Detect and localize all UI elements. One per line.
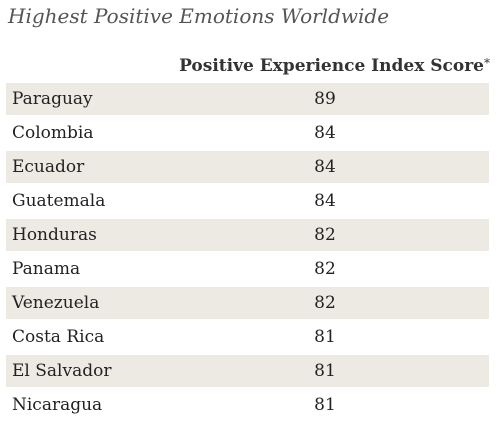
table-row: El Salvador 81 — [6, 355, 489, 387]
country-name: Colombia — [12, 123, 94, 143]
score-value: 81 — [314, 327, 336, 347]
table-row: Costa Rica 81 — [6, 321, 489, 353]
score-value: 82 — [314, 259, 336, 279]
score-value: 84 — [314, 191, 336, 211]
score-table: Paraguay 89 Colombia 84 Ecuador 84 Guatemala 84… — [6, 83, 489, 423]
column-header-label: Positive Experience Index Score — [179, 56, 484, 76]
country-name: Panama — [12, 259, 81, 279]
table-row: Nicaragua 81 — [6, 389, 489, 421]
country-name: Venezuela — [12, 293, 100, 313]
country-name: Honduras — [12, 225, 97, 245]
table-row: Venezuela 82 — [6, 287, 489, 319]
country-name: Paraguay — [12, 89, 93, 109]
score-value: 84 — [314, 157, 336, 177]
country-name: Guatemala — [12, 191, 106, 211]
score-value: 82 — [314, 225, 336, 245]
country-name: Ecuador — [12, 157, 85, 177]
score-value: 81 — [314, 395, 336, 415]
column-header: Positive Experience Index Score* — [150, 56, 490, 76]
country-name: Costa Rica — [12, 327, 105, 347]
table-row: Paraguay 89 — [6, 83, 489, 115]
table-row: Honduras 82 — [6, 219, 489, 251]
country-name: Nicaragua — [12, 395, 103, 415]
table-row: Ecuador 84 — [6, 151, 489, 183]
chart-title: Highest Positive Emotions Worldwide — [8, 4, 390, 28]
score-value: 82 — [314, 293, 336, 313]
column-header-footnote-mark: * — [484, 56, 490, 70]
score-value: 84 — [314, 123, 336, 143]
table-row: Guatemala 84 — [6, 185, 489, 217]
table-row: Panama 82 — [6, 253, 489, 285]
score-value: 89 — [314, 89, 336, 109]
score-value: 81 — [314, 361, 336, 381]
country-name: El Salvador — [12, 361, 112, 381]
table-row: Colombia 84 — [6, 117, 489, 149]
